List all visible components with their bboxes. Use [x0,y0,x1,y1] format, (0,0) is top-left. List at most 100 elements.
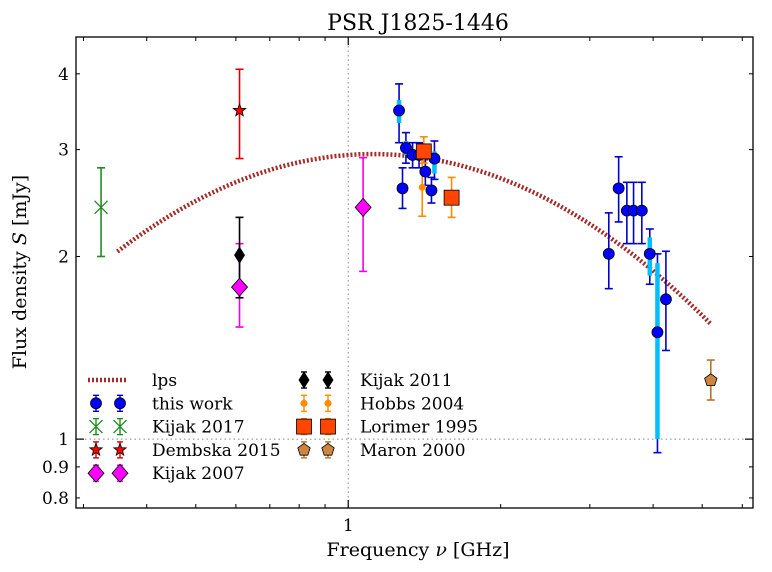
legend-label: Kijak 2011 [360,371,453,391]
legend-swatch-marker-1 [111,463,129,483]
legend-swatch-marker-0-shape [88,442,104,457]
data-markers [94,102,718,387]
legend-swatch-marker-1-shape [114,397,126,410]
legend-label: Kijak 2007 [152,464,245,484]
this_work-point-6 [425,184,438,197]
this_work-point-15 [660,293,672,306]
legend-label: Dembska 2015 [152,441,281,461]
legend-swatch-marker-1-shape [112,442,128,457]
dembska2015-point-0 [232,102,247,117]
this_work-point-5 [419,165,432,178]
reference-lines [76,37,753,508]
legend-swatch-marker-0 [296,418,312,435]
legend-label: Maron 2000 [360,441,466,461]
lorimer1995-point-1-shape [443,189,460,206]
legend-swatch-marker-1 [321,442,335,456]
legend-swatch-marker-1 [112,442,128,457]
kijak2007-point-1 [354,197,372,217]
legend-swatch-marker-1-stroke [113,419,127,434]
kijak2017-errorbar-0 [97,167,106,258]
legend-swatch-marker-0 [297,442,311,456]
legend-swatch-marker-0 [298,371,310,389]
this_work-point-0 [393,104,405,117]
legend-swatch-marker-0-shape [300,399,308,407]
kijak2017-point-0 [94,200,109,215]
hobbs2004-point-0-shape [418,183,426,191]
lorimer1995-point-1 [443,189,460,206]
legend-swatch-marker-0 [89,419,103,434]
axis-ticks [76,37,753,508]
legend-swatch-marker-1-shape [320,418,336,435]
legend-entry-kijak2007: Kijak 2007 [87,463,245,484]
kijak2011-point-0-shape [234,246,245,264]
axis-tick-labels: 1 0.8 0.9 1 2 3 4 [42,65,354,536]
y-tick-label: 0.8 [42,489,69,509]
legend-swatch-marker-0 [300,399,308,407]
legend-entry-this_work: this work [90,394,233,414]
dembska2015-errorbar-0 [235,68,244,160]
this_work-point-6-shape [425,184,438,197]
legend-label: lps [152,371,177,391]
lorimer1995-point-0-shape [415,143,432,160]
legend: lps this work Kijak 2017 Dembska 2015 Kijak … [87,371,478,484]
legend-entry-lps: lps [88,371,177,391]
legend-swatch-marker-0-shape [90,397,102,410]
legend-swatch-marker-0-stroke [89,419,103,434]
legend-swatch-marker-1 [114,397,126,410]
this_work-point-14-shape [651,326,664,339]
lps-fit-curve [116,151,713,326]
legend-swatch-marker-1-shape [321,442,335,456]
legend-swatch-marker-0-shape [297,442,311,456]
legend-swatch-marker-0 [90,397,102,410]
legend-entry-maron2000: Maron 2000 [297,441,466,461]
kijak2007-point-0-shape [230,277,249,297]
legend-swatch-marker-0-shape [87,463,105,483]
legend-swatch-marker-1 [322,371,334,389]
lps-curve [116,151,713,326]
this_work-point-12-shape [635,204,648,217]
legend-swatch-marker-0-shape [296,418,312,435]
legend-entry-dembska2015: Dembska 2015 [88,441,281,461]
this_work-point-8-shape [602,247,615,260]
legend-swatch-marker-1 [113,419,127,434]
kijak2007-point-1-shape [354,197,372,217]
x-axis-label: Frequency ν [GHz] [327,539,510,561]
this_work-point-13 [643,247,656,260]
y-tick-label: 3 [58,141,69,161]
legend-label: Lorimer 1995 [360,418,478,438]
lorimer1995-point-0 [415,143,432,160]
this_work-point-8 [602,247,615,260]
this_work-point-1-shape [396,182,409,195]
x-tick-label: 1 [343,516,354,536]
maron2000-point-0 [704,373,718,387]
kijak2007-point-0 [230,277,249,297]
legend-label: this work [152,394,233,414]
legend-label: Hobbs 2004 [360,394,464,414]
legend-swatch-marker-0-shape [298,371,310,389]
legend-swatch-marker-1-shape [111,463,129,483]
legend-entry-kijak2017: Kijak 2017 [89,418,245,438]
chart-title: PSR J1825-1446 [327,11,509,36]
legend-swatch-marker-1-shape [324,399,332,407]
this_work-point-12 [635,204,648,217]
y-tick-label: 1 [58,430,69,450]
legend-swatch-marker-1 [324,399,332,407]
this_work-point-9-shape [612,182,625,195]
this_work-point-15-shape [660,293,672,306]
hobbs2004-point-0 [418,183,426,191]
plot-area-frame [75,36,754,509]
legend-swatch-marker-1-shape [322,371,334,389]
legend-entry-lorimer1995: Lorimer 1995 [296,418,478,438]
legend-entry-kijak2011: Kijak 2011 [298,371,453,391]
y-tick-label: 2 [58,247,69,267]
legend-swatch-marker-0 [88,442,104,457]
kijak2011-point-0 [234,246,245,264]
legend-entry-hobbs2004: Hobbs 2004 [300,394,464,414]
this_work-point-0-shape [393,104,405,117]
dembska2015-point-0-shape [232,102,247,117]
this_work-point-1 [396,182,409,195]
legend-label: Kijak 2017 [152,418,245,438]
this_work-point-5-shape [419,165,432,178]
